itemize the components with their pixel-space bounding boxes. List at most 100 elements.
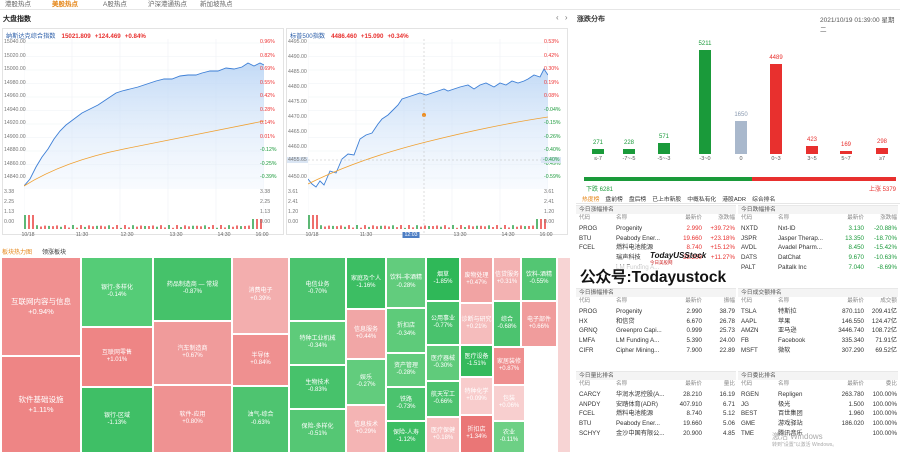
- ranking-row[interactable]: PALT Paltalk Inc 7.040 -8.69%: [738, 263, 898, 273]
- distribution-count: 423: [806, 136, 818, 143]
- ranking-row[interactable]: ANPDY 安踏体育(ADR) 407.910 6.71: [576, 400, 736, 410]
- sector-tile-small[interactable]: [557, 257, 571, 453]
- ranking-row[interactable]: CARCY 华润水泥控股(A... 28.210 16.19: [576, 390, 736, 400]
- ranking-row[interactable]: SCHYY 金沙中国有限公... 20.900 4.85: [576, 429, 736, 439]
- ranking-cell: 亚马逊: [778, 327, 797, 335]
- ranking-row[interactable]: BEST 百世集团 1.960 100.00%: [738, 409, 898, 419]
- sector-tile[interactable]: 饮料-酒精 -0.55%: [521, 257, 557, 301]
- ranking-row[interactable]: JG 极光 1.500 100.00%: [738, 400, 898, 410]
- ranking-row[interactable]: FCEL 燃料电池能源 8.740 5.12: [576, 409, 736, 419]
- ranking-row[interactable]: TME 腾讯音乐 100.00%: [738, 429, 898, 439]
- sector-tile[interactable]: 诊断与研究 +0.21%: [460, 303, 493, 345]
- ranking-row[interactable]: MSFT 微软 307.290 69.52亿: [738, 346, 898, 356]
- sector-tile[interactable]: 特种工业机械 -0.34%: [289, 321, 346, 365]
- sector-tile[interactable]: 医疗保健 +0.18%: [426, 417, 460, 453]
- sector-tile[interactable]: 汽车制造商 +0.67%: [153, 321, 232, 385]
- sector-tile[interactable]: 折扣店 +1.34%: [460, 415, 493, 453]
- ranking-row[interactable]: RGEN Repligen 263.780 100.00%: [738, 390, 898, 400]
- sector-tile[interactable]: 软件-应用 +0.80%: [153, 385, 232, 453]
- tab-4[interactable]: 新加坡热点: [200, 1, 233, 8]
- sector-tile[interactable]: 废物处理 +0.47%: [460, 257, 493, 303]
- ranking-row[interactable]: LMFA LM Funding A... 5.390 24.00: [576, 336, 736, 346]
- ranking-row[interactable]: JSPR Jasper Therap... 13.350 -18.70%: [738, 234, 898, 244]
- ranking-tab-4[interactable]: 中概私有化: [687, 197, 717, 203]
- sector-tile[interactable]: 家居装修 +0.87%: [493, 347, 525, 385]
- heatmap-tab-0[interactable]: 板块热力图: [2, 250, 33, 256]
- ranking-tab-2[interactable]: 盘后榜: [628, 197, 647, 203]
- sector-tile[interactable]: 烟草 -1.85%: [426, 257, 460, 301]
- sector-tile[interactable]: 综合 -0.68%: [493, 301, 521, 347]
- sector-tile[interactable]: 银行-区域 -1.13%: [81, 387, 153, 453]
- sector-tile[interactable]: 互联网内容与信息 +0.94%: [1, 257, 81, 356]
- ranking-tab-0[interactable]: 热度榜: [582, 197, 600, 203]
- ranking-row[interactable]: PROG Progenity 2.990 38.79: [576, 307, 736, 317]
- sector-tile[interactable]: 娱乐 -0.27%: [346, 359, 386, 405]
- sector-tile[interactable]: 信息技术 +0.29%: [346, 405, 386, 453]
- tab-2[interactable]: A股热点: [103, 1, 127, 8]
- sector-tile[interactable]: 资产管理 -0.28%: [386, 353, 426, 387]
- pager-arrows[interactable]: ‹ ›: [556, 13, 570, 22]
- volume-bar: [44, 225, 46, 229]
- sector-tile[interactable]: 半导体 +0.84%: [232, 334, 289, 386]
- sector-tile[interactable]: 农业 -0.11%: [493, 421, 525, 453]
- ranking-row[interactable]: AAPL 苹果 146.550 124.47亿: [738, 317, 898, 327]
- sector-tile[interactable]: 软件基础设施 +1.11%: [1, 356, 81, 453]
- ranking-tab-5[interactable]: 港股ADR: [722, 197, 747, 203]
- ranking-row[interactable]: BTU Peabody Ener... 19.660 5.06: [576, 419, 736, 429]
- ranking-row[interactable]: TSLA 特斯拉 870.110 209.41亿: [738, 307, 898, 317]
- ranking-row[interactable]: NXTD Nxt-ID 3.130 -20.88%: [738, 224, 898, 234]
- volume-bar: [532, 225, 534, 229]
- ranking-tab-6[interactable]: 综合排名: [752, 197, 776, 203]
- ranking-row[interactable]: FB Facebook 335.340 71.91亿: [738, 336, 898, 346]
- sector-tile[interactable]: 信贷服务 +0.31%: [493, 257, 521, 301]
- volume-bar: [476, 225, 478, 229]
- sp500-chart[interactable]: 标普500指数 4486.460 +15.090 +0.34% 4495.00 4490.…: [286, 28, 568, 238]
- sector-tile[interactable]: 包装 +0.06%: [493, 385, 525, 421]
- sector-tile[interactable]: 油气-综合 -0.63%: [232, 386, 289, 453]
- ranking-row[interactable]: DATS DatChat 9.670 -10.63%: [738, 253, 898, 263]
- heatmap-tab-1[interactable]: 领涨板块: [42, 250, 67, 256]
- ranking-row[interactable]: FCEL 燃料电池能源 8.740 +15.12%: [576, 243, 736, 253]
- sector-tile[interactable]: 饮料-非酒精 -0.28%: [386, 257, 426, 308]
- sector-tile[interactable]: 保险-人寿 -1.12%: [386, 421, 426, 453]
- sector-tile[interactable]: 特种化学 +0.09%: [460, 377, 493, 415]
- ranking-row[interactable]: 瑞声科技 28.250 +11.27%: [576, 253, 736, 263]
- sector-tile[interactable]: 互联网零售 +1.01%: [81, 327, 153, 387]
- volume-bar: [504, 225, 506, 229]
- sector-tile[interactable]: 电子部件 +0.66%: [521, 301, 557, 347]
- sector-tile[interactable]: 医疗设备 -1.51%: [460, 345, 493, 377]
- tab-1[interactable]: 美股热点: [52, 1, 78, 8]
- sector-tile[interactable]: 保险-多样化 -0.51%: [289, 409, 346, 453]
- ranking-row[interactable]: GRNQ Greenpro Capi... 0.999 25.73: [576, 326, 736, 336]
- sector-tile[interactable]: 航天军工 -0.66%: [426, 381, 460, 417]
- ranking-row[interactable]: HX 和信贷 6.670 26.78: [576, 317, 736, 327]
- ranking-row[interactable]: AVDL Avadel Pharm... 8.450 -15.42%: [738, 243, 898, 253]
- sector-tile[interactable]: 折扣店 -0.34%: [386, 308, 426, 353]
- volume-bar: [48, 225, 50, 229]
- ranking-cell: Repligen: [778, 390, 803, 398]
- sector-tile[interactable]: 铁路 -0.73%: [386, 387, 426, 421]
- ranking-tab-3[interactable]: 已上市新股: [652, 197, 682, 203]
- volume-bar: [176, 225, 178, 229]
- ranking-cell: GRNQ: [579, 327, 598, 335]
- tab-3[interactable]: 沪深港通热点: [148, 1, 187, 8]
- ranking-row[interactable]: BTU Peabody Ener... 19.660 +23.18%: [576, 234, 736, 244]
- sector-tile[interactable]: 银行-多样化 -0.14%: [81, 257, 153, 327]
- distribution-count: 298: [876, 139, 888, 146]
- sector-tile[interactable]: 家庭及个人 -1.16%: [346, 257, 386, 309]
- sector-tile[interactable]: 药品制造商 — 常规 -0.87%: [153, 257, 232, 321]
- ranking-row[interactable]: GME 游戏驿站 186.020 100.00%: [738, 419, 898, 429]
- sector-tile[interactable]: 医疗器械 -0.30%: [426, 345, 460, 381]
- ranking-tab-1[interactable]: 盘前榜: [605, 197, 623, 203]
- sector-tile[interactable]: 消费电子 +0.39%: [232, 257, 289, 334]
- ranking-row[interactable]: AMZN 亚马逊 3446.740 108.72亿: [738, 326, 898, 336]
- sector-tile[interactable]: 电信业务 -0.70%: [289, 257, 346, 321]
- nasdaq-chart[interactable]: 纳斯达克综合指数 15021.809 +124.469 +0.84% 15040.00 1…: [2, 28, 284, 238]
- sector-tile[interactable]: 生物技术 -0.83%: [289, 365, 346, 409]
- tab-0[interactable]: 港股热点: [5, 1, 31, 8]
- sector-tile[interactable]: 信息服务 +0.44%: [346, 309, 386, 359]
- sector-tile[interactable]: 公用事业 -0.77%: [426, 301, 460, 345]
- ranking-row[interactable]: PROG Progenity 2.990 +39.72%: [576, 224, 736, 234]
- ranking-row[interactable]: CIFR Cipher Mining... 7.900 22.89: [576, 346, 736, 356]
- volume-bar: [488, 225, 490, 229]
